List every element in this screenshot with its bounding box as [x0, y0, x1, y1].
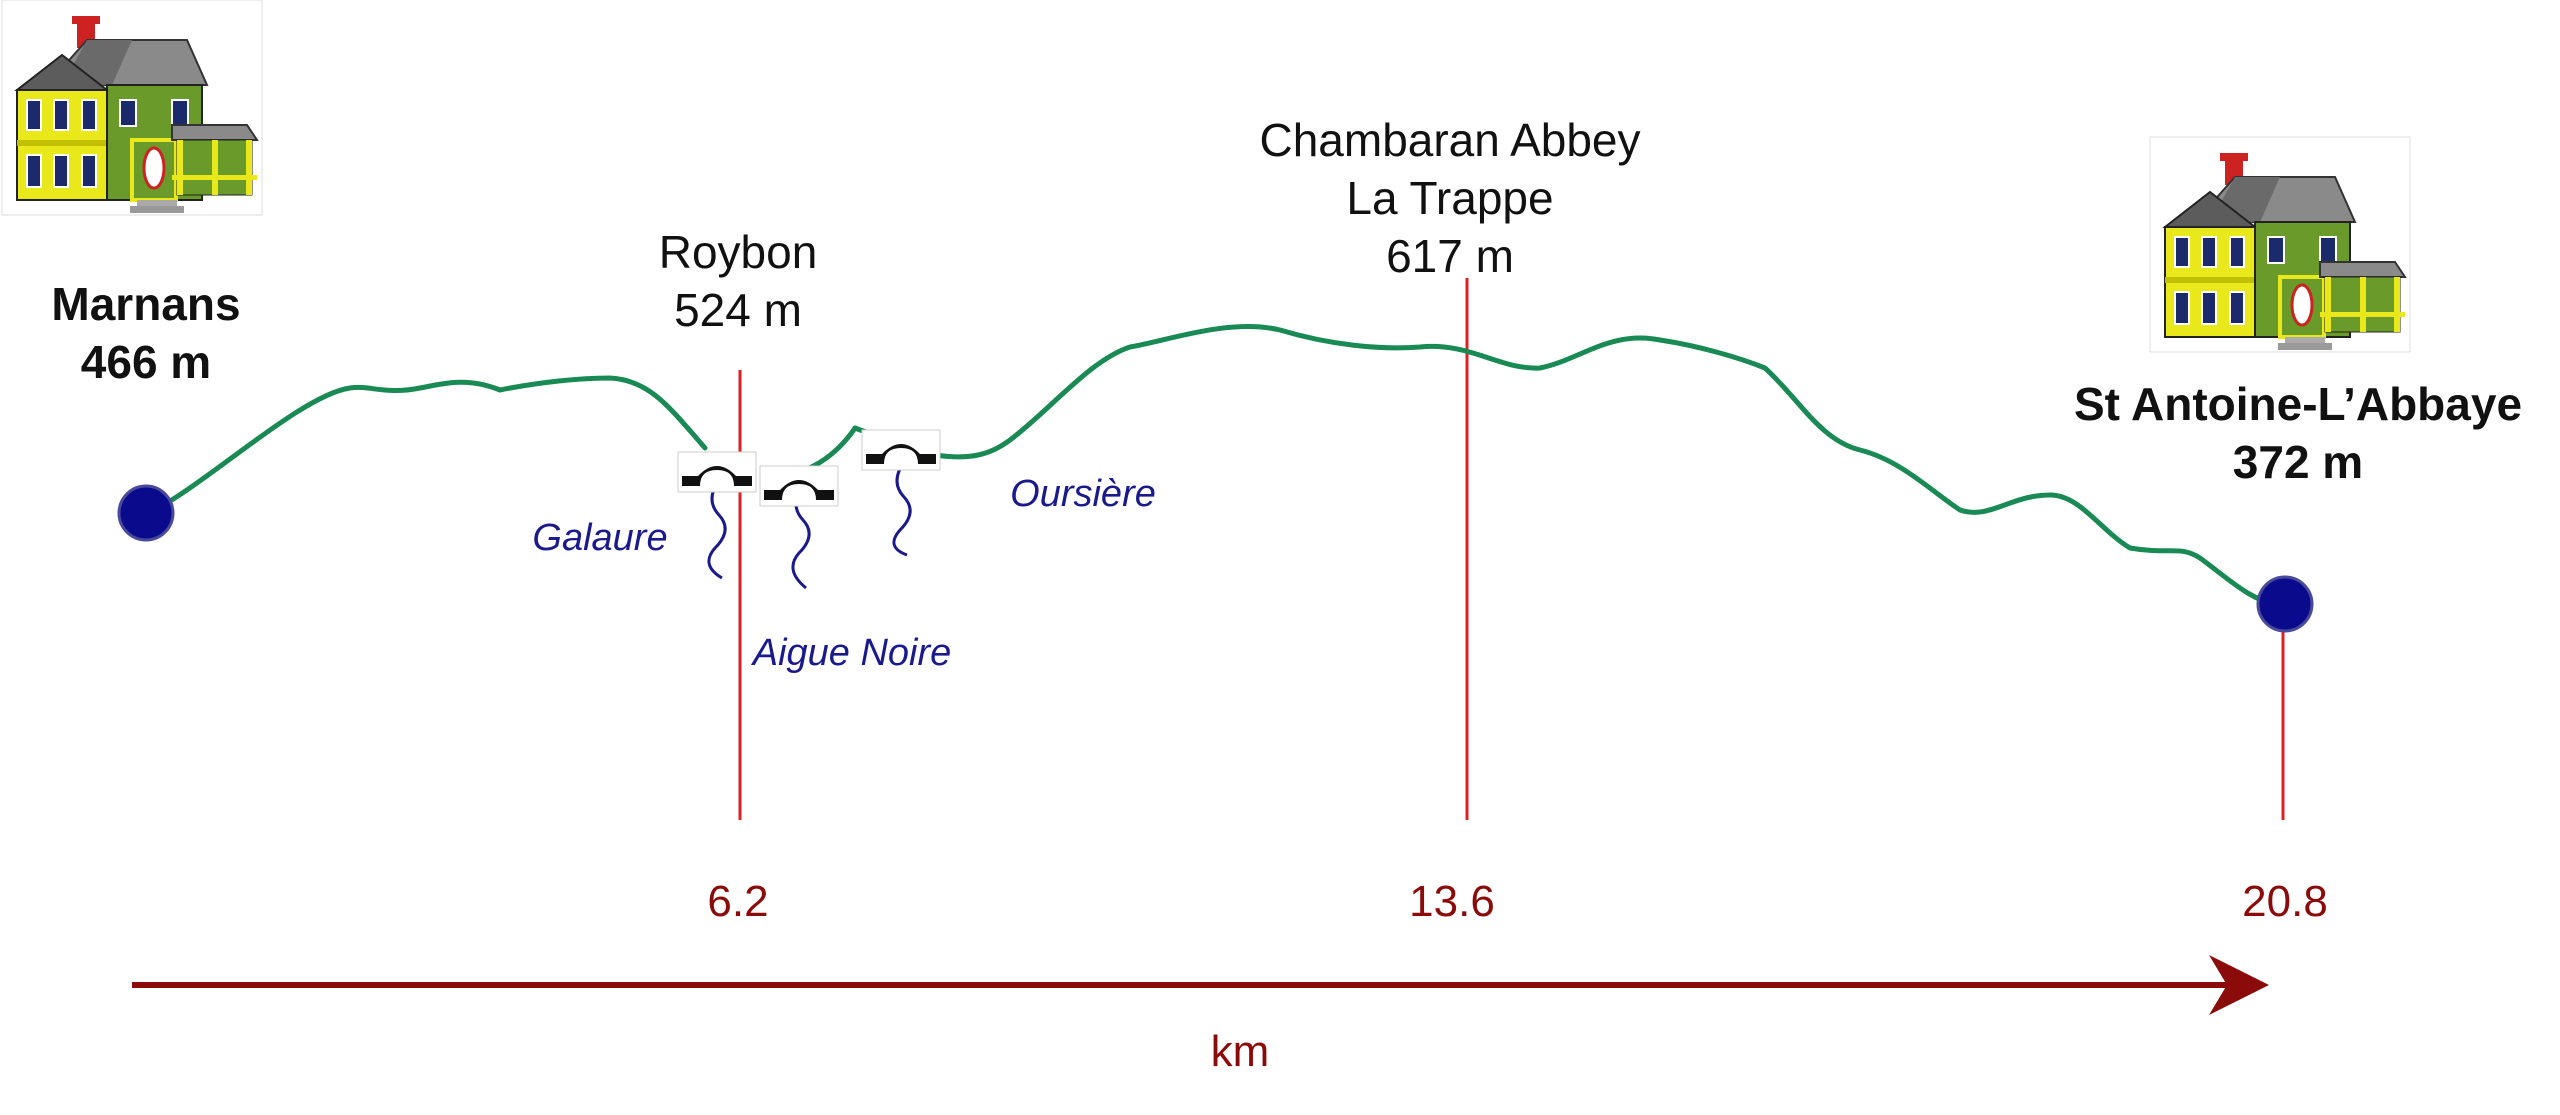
- end-name-label: St Antoine-L’Abbaye: [2074, 378, 2522, 430]
- oursiere-bridge-icon: [861, 429, 941, 471]
- elevation-profile-line: [145, 324, 2281, 608]
- end-elevation-label: 372 m: [2233, 436, 2363, 488]
- aigue-noire-label: Aigue Noire: [751, 632, 952, 674]
- start-name-label: Marnans: [51, 278, 240, 330]
- distance-tick-13-6: 13.6: [1409, 877, 1495, 926]
- roybon-name-label: Roybon: [659, 226, 818, 278]
- distance-tick-20-8: 20.8: [2242, 877, 2328, 926]
- galaure-river-icon: [707, 479, 727, 580]
- oursiere-river-icon: [892, 461, 912, 557]
- galaure-bridge-icon: [677, 451, 757, 493]
- aigue-noire-bridge-icon: [759, 465, 839, 507]
- abbey-subname-label: La Trappe: [1346, 172, 1553, 224]
- abbey-elevation-label: 617 m: [1386, 230, 1514, 282]
- end-marker: [2256, 575, 2314, 633]
- distance-unit-label: km: [1211, 1027, 1270, 1076]
- distance-tick-6-2: 6.2: [707, 877, 768, 926]
- oursiere-label: Oursière: [1010, 473, 1156, 515]
- abbey-name-label: Chambaran Abbey: [1259, 114, 1640, 166]
- start-house-image: [0, 0, 264, 217]
- roybon-elevation-label: 524 m: [674, 284, 802, 336]
- start-elevation-label: 466 m: [81, 336, 211, 388]
- end-house-image: [2148, 135, 2412, 354]
- start-marker: [117, 484, 175, 542]
- galaure-label: Galaure: [532, 517, 667, 559]
